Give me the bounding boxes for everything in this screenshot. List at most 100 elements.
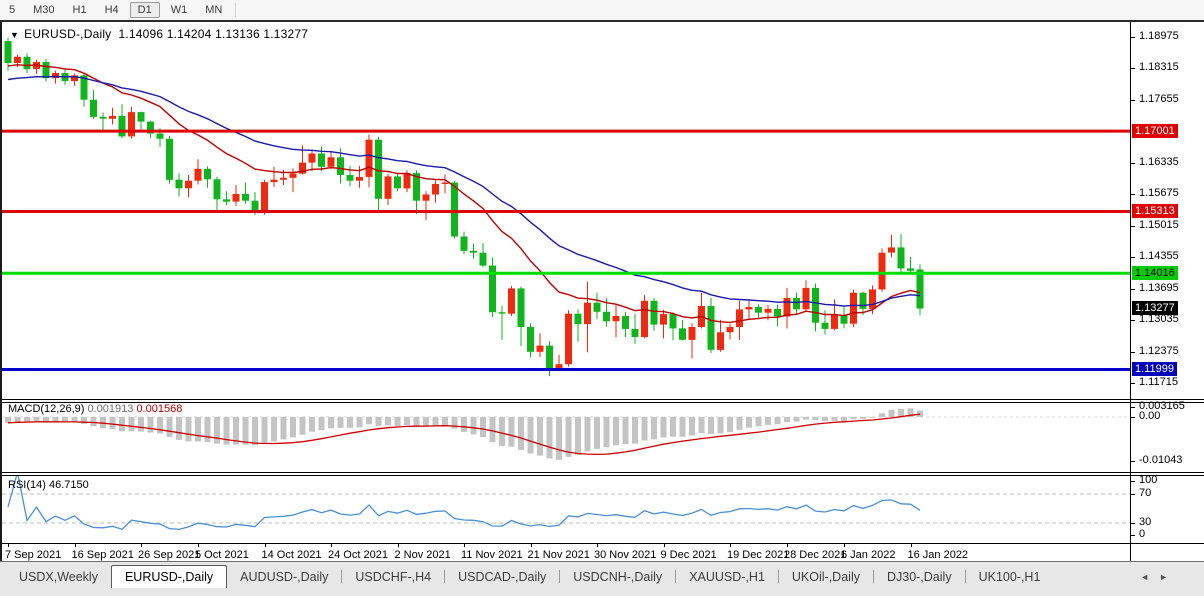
date-axis-label: 5 Oct 2021 (195, 549, 249, 561)
macd-signal-value: 0.001568 (136, 403, 183, 415)
date-tick (910, 543, 912, 547)
date-tick (530, 543, 532, 547)
macd-axis-label: 0.00 (1139, 410, 1161, 422)
chart-ohlc-values: 1.14096 1.14204 1.13136 1.13277 (118, 27, 309, 41)
ma-slow-line (7, 75, 921, 307)
rsi-axis-label: 100 (1139, 474, 1158, 486)
ma-fast-line (7, 64, 921, 324)
rsi-panel[interactable] (2, 476, 1130, 542)
tab-uk100-h1[interactable]: UK100-,H1 (978, 570, 1041, 584)
date-axis-label: 26 Sep 2021 (138, 549, 201, 561)
tab-scroll-right-icon[interactable]: ► (1159, 572, 1178, 582)
price-badge-1.15313: 1.15313 (1132, 204, 1178, 219)
price-axis-label: 1.17655 (1139, 92, 1179, 105)
date-axis-label: 30 Nov 2021 (594, 549, 657, 561)
price-axis-label: 1.15015 (1139, 218, 1179, 231)
date-tick (464, 543, 465, 547)
tab-ukoil-daily[interactable]: UKOil-,Daily (791, 570, 860, 584)
date-axis-label: 14 Oct 2021 (261, 549, 322, 561)
tab-xauusd-h1[interactable]: XAUUSD-,H1 (689, 570, 765, 584)
macd-main-value: 0.001913 (87, 403, 134, 415)
tab-separator (675, 570, 677, 583)
tab-audusd-daily[interactable]: AUDUSD-,Daily (240, 570, 329, 584)
price-badge-1.17001: 1.17001 (1132, 123, 1178, 138)
timeframe-button-MN[interactable]: MN (205, 4, 223, 16)
axis-tick (1130, 288, 1135, 290)
macd-signal-line (7, 413, 921, 456)
date-tick (663, 543, 665, 547)
tab-separator (444, 570, 446, 583)
price-axis-label: 1.16335 (1139, 155, 1179, 168)
timeframe-toolbar: 5 M30 H1 H4 D1 W1 MN (0, 0, 1204, 22)
axis-tick (1130, 194, 1135, 196)
macd-name: MACD(12,26,9) (8, 403, 85, 415)
rsi-line (7, 476, 921, 531)
price-badge-1.11999: 1.11999 (1132, 361, 1177, 376)
date-tick (264, 543, 266, 547)
price-axis-label: 1.13695 (1139, 281, 1179, 294)
rsi-curve (2, 476, 1130, 531)
price-axis-label: 1.18975 (1139, 30, 1179, 42)
axis-tick (1130, 417, 1135, 418)
axis-tick (1130, 257, 1135, 259)
date-tick (141, 543, 142, 547)
timeframe-button-5[interactable]: 5 (9, 4, 16, 16)
panel-separator[interactable] (2, 399, 1204, 400)
rsi-name: RSI(14) (8, 479, 46, 491)
tab-separator (559, 570, 561, 583)
tab-eurusd-daily[interactable]: EURUSD-,Daily (110, 565, 228, 588)
tab-separator (777, 570, 779, 583)
timeframe-button-H4[interactable]: H4 (104, 4, 119, 16)
tab-separator (872, 570, 874, 583)
date-tick (74, 543, 76, 547)
axis-tick (1130, 37, 1135, 38)
macd-panel[interactable] (2, 403, 1130, 472)
tab-usdchf-h4[interactable]: USDCHF-,H4 (355, 570, 432, 584)
price-axis-label: 1.11715 (1139, 376, 1178, 388)
axis-tick (1130, 407, 1135, 408)
price-axis-label: 1.18315 (1139, 61, 1179, 74)
price-chart-panel[interactable] (2, 24, 1130, 399)
date-tick (198, 543, 199, 547)
date-axis-label: 21 Nov 2021 (527, 549, 590, 561)
axis-tick (1130, 383, 1135, 384)
axis-tick (1130, 99, 1135, 101)
tab-scroll-arrows: ◄► (1140, 572, 1178, 582)
tab-usdx-weekly[interactable]: USDX,Weekly (19, 570, 98, 584)
timeframe-button-D1[interactable]: D1 (129, 2, 160, 18)
tab-usdcad-daily[interactable]: USDCAD-,Daily (458, 570, 547, 584)
price-axis-label: 1.14355 (1139, 250, 1179, 263)
date-axis-label: 28 Dec 2021 (784, 549, 847, 561)
date-axis-label: 24 Oct 2021 (328, 549, 388, 561)
toolbar-separator (235, 3, 238, 17)
date-tick (844, 543, 845, 547)
tab-scroll-left-icon[interactable]: ◄ (1140, 572, 1160, 582)
timeframe-button-H1[interactable]: H1 (72, 4, 87, 16)
timeframe-button-W1[interactable]: W1 (170, 4, 188, 16)
rsi-axis-label: 70 (1139, 486, 1152, 499)
macd-axis-label: 0.003165 (1139, 400, 1185, 412)
rsi-label: RSI(14) 46.7150 (8, 479, 89, 491)
axis-tick (1130, 522, 1135, 524)
date-axis-label: 16 Jan 2022 (907, 549, 969, 561)
date-tick (397, 543, 399, 547)
axis-tick (1130, 461, 1135, 462)
panel-separator[interactable] (2, 472, 1204, 473)
price-axis-label: 1.13035 (1139, 313, 1179, 326)
axis-tick (1130, 162, 1135, 164)
date-axis-label: 2 Nov 2021 (394, 549, 451, 561)
panel-separator (2, 402, 1204, 403)
tab-usdcnh-daily[interactable]: USDCNH-,Daily (573, 570, 663, 584)
chart-title: ▼ EURUSD-,Daily 1.14096 1.14204 1.13136 1… (10, 27, 308, 41)
chevron-down-icon[interactable]: ▼ (10, 30, 20, 40)
price-axis-border (1130, 22, 1131, 561)
macd-label: MACD(12,26,9) 0.001913 0.001568 (8, 403, 182, 415)
date-tick (8, 543, 9, 547)
timeframe-button-M30[interactable]: M30 (33, 4, 55, 16)
tab-dj30-daily[interactable]: DJ30-,Daily (886, 570, 952, 584)
date-axis-label: 11 Nov 2021 (461, 549, 523, 561)
axis-tick (1130, 225, 1135, 227)
date-axis-label: 16 Sep 2021 (71, 549, 134, 561)
axis-tick (1130, 320, 1135, 322)
